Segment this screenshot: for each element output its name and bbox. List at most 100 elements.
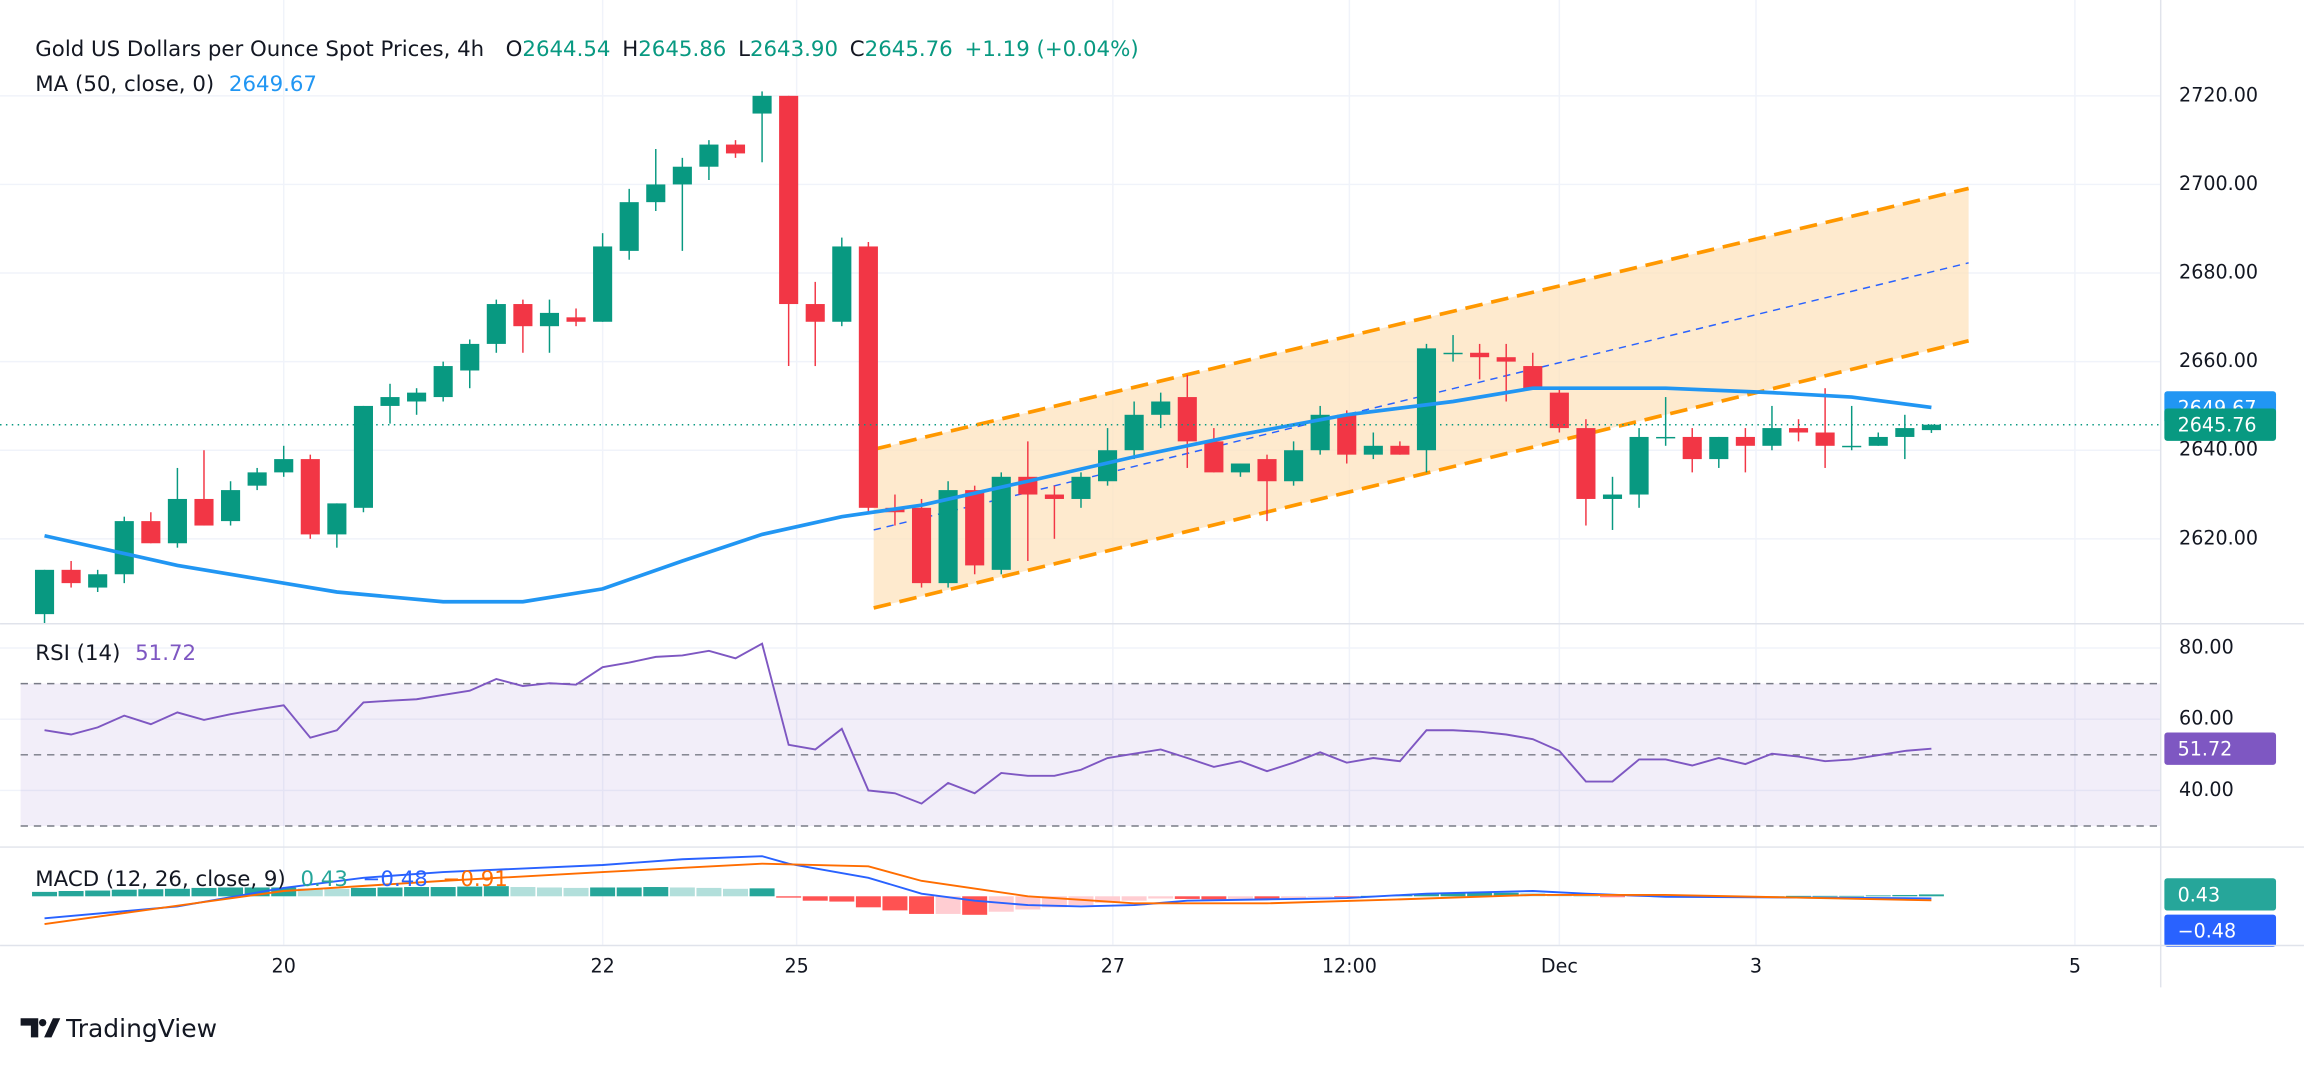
macd-histogram-bar	[1307, 896, 1333, 898]
macd-histogram-bar	[1334, 896, 1360, 898]
macd-legend-histogram: 0.43	[300, 867, 347, 892]
macd-histogram-bar	[377, 887, 403, 897]
y-tick-label: 60.00	[2179, 707, 2234, 730]
candle-body	[1177, 397, 1197, 442]
macd-histogram-bar	[1413, 894, 1439, 897]
macd-legend: MACD (12, 26, close, 9) 0.43 −0.48 −0.91	[35, 867, 507, 892]
macd-histogram-bar	[58, 891, 84, 897]
macd-histogram-bar	[1015, 896, 1041, 910]
candle-body	[1523, 366, 1543, 389]
x-tick-label: 3	[1750, 954, 1762, 977]
macd-histogram-bar	[1812, 895, 1838, 897]
macd-histogram-bar	[218, 887, 244, 897]
macd-histogram-bar	[988, 896, 1014, 912]
macd-line	[44, 862, 1932, 926]
macd-histogram-bar	[616, 887, 642, 897]
candle-body	[1602, 494, 1623, 499]
macd-histogram-bar	[563, 887, 589, 897]
candle-body	[114, 521, 134, 575]
ohlc-label: L	[738, 37, 750, 62]
candle-body	[1815, 432, 1835, 446]
macd-histogram-bar	[1839, 895, 1865, 897]
rsi-value-label-box	[2164, 732, 2277, 765]
data-layer	[0, 91, 2160, 926]
macd-value-label-box	[2164, 914, 2277, 947]
candle-body	[911, 507, 932, 584]
change-value: +1.19 (+0.04%)	[965, 37, 1139, 62]
candle-body	[1656, 436, 1676, 439]
y-tick-label: 80.00	[2179, 635, 2234, 658]
candle-body	[167, 498, 187, 544]
macd-histogram-bar	[85, 890, 111, 897]
candle-body	[327, 503, 347, 535]
macd-histogram-bar	[430, 887, 456, 897]
candle-body	[1230, 463, 1250, 473]
y-tick-label: 2660.00	[2179, 349, 2258, 372]
candle-body	[1416, 348, 1437, 451]
macd-histogram-bar	[297, 888, 323, 897]
candle-body	[991, 476, 1011, 570]
macd-histogram-bar	[723, 888, 748, 897]
macd-histogram-bar	[882, 896, 908, 911]
ohlc-value: 2643.90	[750, 37, 838, 62]
macd-histogram-bar	[510, 887, 536, 897]
candle-body	[1310, 414, 1330, 451]
macd-histogram-bar	[1174, 896, 1200, 899]
macd-histogram-bar	[1227, 896, 1253, 899]
x-tick-label: Dec	[1541, 954, 1578, 977]
candle-body	[1682, 436, 1702, 460]
candle-body	[513, 304, 533, 327]
brand-logo	[20, 1018, 61, 1038]
macd-histogram-bar	[855, 896, 881, 908]
ohlc-value: 2644.54	[522, 37, 610, 62]
ohlc-label: O	[506, 37, 523, 62]
macd-value-label: −0.48	[2178, 920, 2237, 943]
candle-body	[1443, 352, 1463, 355]
candle-body	[1868, 436, 1888, 446]
brand-logo-dot	[38, 1018, 47, 1027]
candle-body	[247, 472, 267, 486]
candle-body	[1071, 476, 1091, 499]
candle-body	[779, 95, 799, 305]
candle-body	[619, 202, 639, 251]
macd-histogram-bar	[1148, 896, 1174, 899]
macd-legend-value: −0.48	[363, 867, 428, 892]
ohlc-value: 2645.86	[638, 37, 726, 62]
macd-histogram-bar	[1095, 896, 1121, 903]
candle-body	[699, 144, 719, 167]
candle-body	[965, 490, 985, 566]
macd-histogram-bar	[1440, 893, 1466, 897]
candle-body	[61, 569, 81, 584]
macd-histogram-bar	[696, 887, 722, 897]
macd-histogram-bar	[404, 887, 430, 897]
candle-body	[1257, 459, 1277, 482]
candle-body	[221, 490, 241, 522]
moving-average-line	[44, 386, 1932, 604]
ma-legend-name: MA (50, close, 0)	[35, 72, 214, 97]
candle-body	[1895, 428, 1915, 437]
candle-body	[274, 459, 294, 473]
macd-histogram-bar	[1918, 894, 1944, 897]
macd-histogram-bar	[1467, 892, 1493, 897]
macd-histogram-bar	[483, 886, 509, 897]
candle-body	[539, 312, 560, 327]
macd-histogram-bar	[1281, 896, 1307, 899]
x-tick-label: 27	[1101, 954, 1125, 977]
macd-histogram-bar	[935, 896, 961, 914]
macd-legend-name: MACD (12, 26, close, 9)	[35, 867, 285, 892]
histogram-value-label-box	[2164, 878, 2277, 911]
brand-name: TradingView	[65, 1014, 217, 1043]
candle-body	[194, 498, 214, 526]
candle-body	[1496, 357, 1516, 362]
y-tick-label: 2620.00	[2179, 526, 2258, 549]
chart-header: Gold US Dollars per Ounce Spot Prices, 4…	[35, 37, 1138, 62]
macd-histogram-bar	[324, 888, 350, 897]
macd-histogram-bar	[1121, 896, 1147, 901]
candle-body	[407, 392, 427, 402]
ohlc-label: H	[622, 37, 638, 62]
candle-body	[1842, 445, 1862, 448]
macd-histogram-bar	[32, 891, 58, 897]
candle-body	[1576, 428, 1596, 499]
candle-body	[805, 304, 825, 322]
